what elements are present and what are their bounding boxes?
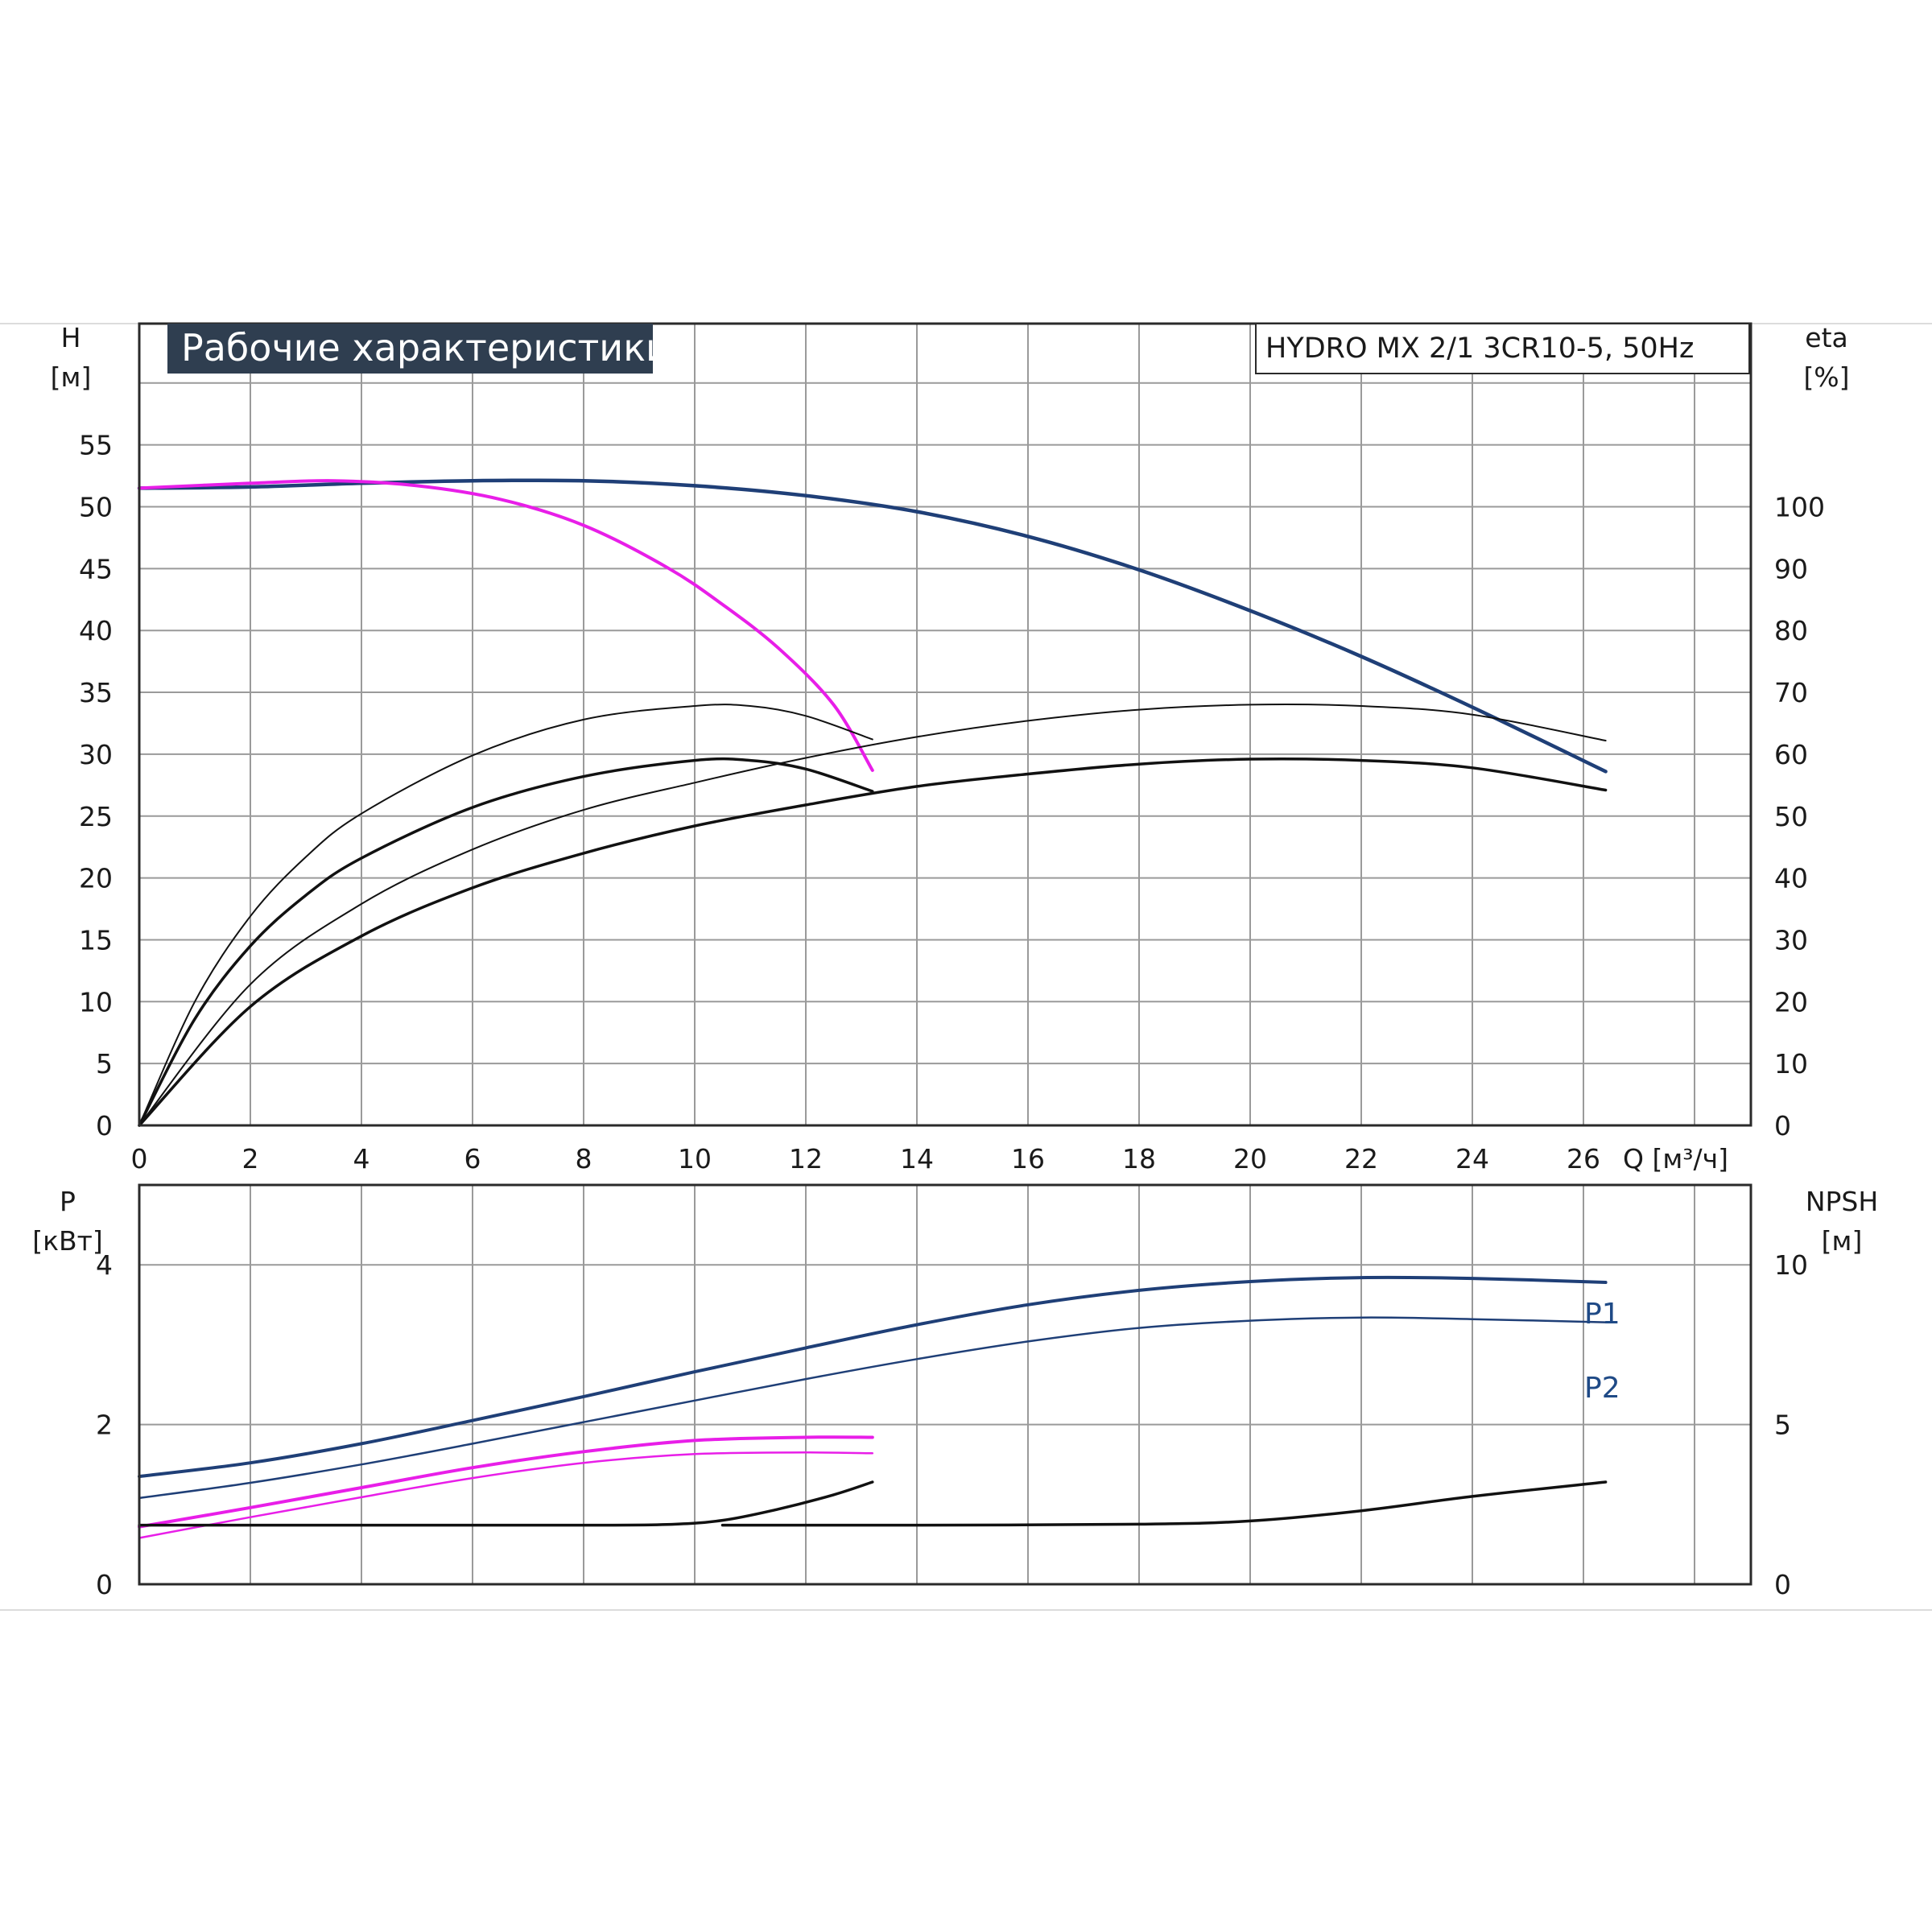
chart-title-badge xyxy=(167,324,653,374)
y2-axis-unit-npsh: [м] xyxy=(1822,1225,1863,1257)
y-axis-unit-p: [кВт] xyxy=(32,1225,103,1257)
y-tick-label: 10 xyxy=(79,986,113,1018)
x-tick-label: 16 xyxy=(1011,1143,1045,1174)
top-plot-frame xyxy=(138,322,1752,1127)
series-label-p2: P2 xyxy=(1584,1372,1620,1405)
y2-axis-label-eta: eta xyxy=(1805,322,1847,353)
y2-tick-label: 50 xyxy=(1774,801,1808,832)
y2-tick-label: 60 xyxy=(1774,739,1808,770)
x-axis-label-q: Q [м³/ч] xyxy=(1623,1143,1728,1174)
y2-tick-label: 90 xyxy=(1774,553,1808,584)
y-axis-label-p: P xyxy=(60,1186,76,1217)
x-tick-label: 24 xyxy=(1455,1143,1489,1174)
bottom-plot-frame xyxy=(138,1183,1752,1586)
y-axis-label-h: H xyxy=(61,322,81,353)
y2-tick-label: 0 xyxy=(1774,1569,1791,1600)
y2-tick-label: 0 xyxy=(1774,1110,1791,1141)
y2-tick-label: 30 xyxy=(1774,924,1808,956)
y-tick-label: 40 xyxy=(79,615,113,646)
x-tick-label: 4 xyxy=(353,1143,370,1174)
y-tick-label: 2 xyxy=(96,1410,113,1441)
bottom-series-line-p1 xyxy=(138,1275,1608,1479)
top-series-line-2 xyxy=(138,704,873,1126)
x-tick-label: 26 xyxy=(1567,1143,1600,1174)
x-tick-label: 14 xyxy=(900,1143,934,1174)
x-tick-label: 6 xyxy=(464,1143,481,1174)
top-series-line-0 xyxy=(137,478,1608,774)
model-label: HYDRO MX 2/1 3CR10-5, 50Hz xyxy=(1265,332,1694,365)
y-tick-label: 0 xyxy=(96,1110,113,1141)
top-series-line-4 xyxy=(138,704,1607,1126)
top-series-line-3 xyxy=(138,757,874,1127)
x-tick-label: 22 xyxy=(1344,1143,1378,1174)
top-plot-grid xyxy=(139,324,1751,1125)
y2-tick-label: 100 xyxy=(1774,492,1825,523)
y2-tick-label: 40 xyxy=(1774,863,1808,894)
top-series-line-5 xyxy=(138,757,1608,1127)
model-label-box xyxy=(1255,323,1750,374)
bottom-series-line-5 xyxy=(720,1480,1608,1527)
y-tick-label: 20 xyxy=(79,863,113,894)
y2-tick-label: 10 xyxy=(1774,1249,1808,1281)
y2-axis-unit-eta: [%] xyxy=(1803,361,1849,393)
series-label-p1: P1 xyxy=(1584,1298,1620,1331)
y-tick-label: 5 xyxy=(96,1048,113,1080)
top-plot-series xyxy=(137,478,1608,1127)
bottom-series-line-p2 xyxy=(138,1316,1607,1500)
x-tick-label: 0 xyxy=(131,1143,148,1174)
y-tick-label: 25 xyxy=(79,801,113,832)
y2-axis-label-npsh: NPSH xyxy=(1806,1186,1878,1217)
bottom-series-line-4 xyxy=(138,1480,874,1527)
x-tick-label: 8 xyxy=(576,1143,592,1174)
chart-title: Рабочие характеристики xyxy=(181,326,670,369)
y2-tick-label: 70 xyxy=(1774,677,1808,708)
y-tick-label: 45 xyxy=(79,553,113,584)
y-tick-label: 0 xyxy=(96,1569,113,1600)
y2-tick-label: 20 xyxy=(1774,986,1808,1018)
bottom-series-line-3 xyxy=(138,1451,874,1539)
x-tick-label: 18 xyxy=(1122,1143,1156,1174)
x-tick-label: 2 xyxy=(242,1143,259,1174)
axis-tick-labels: 0 2 4 6 8 10 12 14 16 18 20 22 24 2605101520253035404… xyxy=(79,430,1825,1600)
y-tick-label: 4 xyxy=(96,1249,113,1281)
y2-tick-label: 10 xyxy=(1774,1048,1808,1080)
y-tick-label: 15 xyxy=(79,924,113,956)
bottom-series-line-2 xyxy=(138,1435,874,1529)
top-series-line-1 xyxy=(138,479,874,772)
y-tick-label: 30 xyxy=(79,739,113,770)
bottom-plot-series xyxy=(138,1275,1608,1539)
x-tick-label: 20 xyxy=(1233,1143,1267,1174)
y-axis-unit-h: [м] xyxy=(51,361,92,393)
y2-tick-label: 80 xyxy=(1774,615,1808,646)
x-tick-label: 12 xyxy=(789,1143,823,1174)
y2-tick-label: 5 xyxy=(1774,1410,1791,1441)
y-tick-label: 55 xyxy=(79,430,113,461)
y-tick-label: 35 xyxy=(79,677,113,708)
x-tick-label: 10 xyxy=(678,1143,712,1174)
y-tick-label: 50 xyxy=(79,492,113,523)
